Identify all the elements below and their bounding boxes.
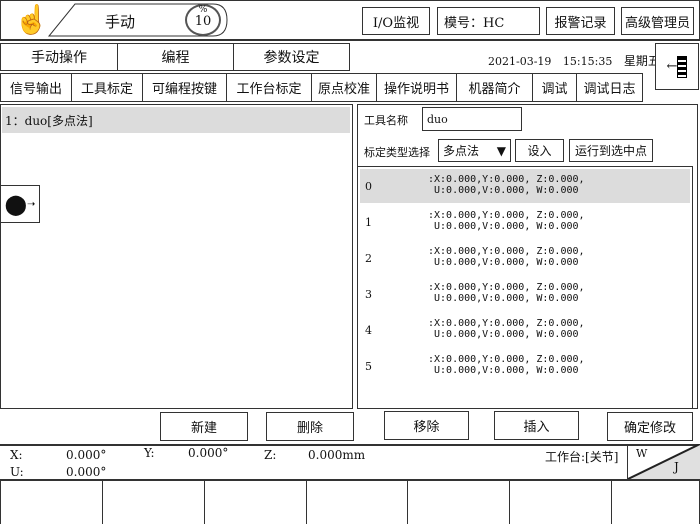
x-label: X: bbox=[10, 448, 23, 462]
coord-w: W bbox=[636, 447, 648, 460]
date: 2021-03-19 bbox=[488, 55, 552, 68]
hand-icon[interactable]: ☝ bbox=[14, 3, 49, 36]
keypad-icon bbox=[677, 55, 688, 78]
subtab-4[interactable]: 原点校准 bbox=[311, 73, 377, 102]
softkey-7[interactable] bbox=[612, 481, 700, 524]
user-button[interactable]: 高级管理员 bbox=[621, 7, 694, 35]
point-index: 2 bbox=[365, 252, 372, 265]
run-to-point-button[interactable]: 运行到选中点 bbox=[569, 139, 653, 162]
point-coords: :X:0.000,Y:0.000, Z:0.000, U:0.000,V:0.0… bbox=[428, 318, 585, 340]
point-row[interactable]: 3 :X:0.000,Y:0.000, Z:0.000, U:0.000,V:0.… bbox=[360, 277, 690, 311]
tab-params[interactable]: 参数设定 bbox=[233, 43, 350, 71]
coord-j: J bbox=[674, 460, 679, 474]
tool-name-input[interactable]: duo bbox=[422, 107, 522, 131]
softkey-3[interactable] bbox=[205, 481, 307, 524]
y-value: 0.000° bbox=[188, 446, 229, 460]
point-line2: U:0.000,V:0.000, W:0.000 bbox=[428, 221, 579, 232]
softkey-1[interactable] bbox=[0, 481, 103, 524]
z-label: Z: bbox=[264, 448, 277, 462]
u-value: 0.000° bbox=[66, 465, 107, 479]
point-coords: :X:0.000,Y:0.000, Z:0.000, U:0.000,V:0.0… bbox=[428, 210, 585, 232]
subtab-1[interactable]: 工具标定 bbox=[71, 73, 143, 102]
arrow-left-icon: ← bbox=[666, 59, 678, 74]
datetime: 2021-03-19 15:15:35 星期五 bbox=[488, 52, 660, 69]
point-coords: :X:0.000,Y:0.000, Z:0.000, U:0.000,V:0.0… bbox=[428, 354, 585, 376]
point-row[interactable]: 2 :X:0.000,Y:0.000, Z:0.000, U:0.000,V:0.… bbox=[360, 241, 690, 275]
subtab-7[interactable]: 调试 bbox=[532, 73, 577, 102]
subtab-6[interactable]: 机器简介 bbox=[456, 73, 533, 102]
point-index: 4 bbox=[365, 324, 372, 337]
point-line2: U:0.000,V:0.000, W:0.000 bbox=[428, 293, 579, 304]
time: 15:15:35 bbox=[562, 55, 613, 68]
location-pin-button[interactable]: ⬤ ➝ bbox=[0, 185, 40, 223]
tool-list-item-label: 1：duo[多点法] bbox=[5, 114, 93, 128]
point-coords: :X:0.000,Y:0.000, Z:0.000, U:0.000,V:0.0… bbox=[428, 174, 585, 196]
speed-gauge[interactable]: % 10 bbox=[185, 4, 221, 36]
confirm-button[interactable]: 确定修改 bbox=[607, 412, 693, 441]
softkey-5[interactable] bbox=[408, 481, 510, 524]
point-index: 1 bbox=[365, 216, 372, 229]
point-line1: :X:0.000,Y:0.000, Z:0.000, bbox=[428, 246, 585, 257]
tool-name-label: 工具名称 bbox=[364, 114, 408, 127]
point-line1: :X:0.000,Y:0.000, Z:0.000, bbox=[428, 354, 585, 365]
point-line2: U:0.000,V:0.000, W:0.000 bbox=[428, 329, 579, 340]
keyboard-toggle-button[interactable]: ← bbox=[655, 43, 699, 90]
softkey-2[interactable] bbox=[103, 481, 205, 524]
y-label: Y: bbox=[144, 446, 155, 460]
point-line1: :X:0.000,Y:0.000, Z:0.000, bbox=[428, 210, 585, 221]
point-list: 0 :X:0.000,Y:0.000, Z:0.000, U:0.000,V:0.… bbox=[357, 166, 693, 409]
delete-button[interactable]: 删除 bbox=[266, 412, 354, 441]
io-monitor-button[interactable]: I/O监视 bbox=[362, 7, 430, 35]
mode-label: 手动 bbox=[105, 13, 136, 31]
point-coords: :X:0.000,Y:0.000, Z:0.000, U:0.000,V:0.0… bbox=[428, 246, 585, 268]
alarm-log-button[interactable]: 报警记录 bbox=[546, 7, 615, 35]
tab-program[interactable]: 编程 bbox=[117, 43, 234, 71]
point-line1: :X:0.000,Y:0.000, Z:0.000, bbox=[428, 174, 585, 185]
softkey-6[interactable] bbox=[510, 481, 612, 524]
point-row[interactable]: 4 :X:0.000,Y:0.000, Z:0.000, U:0.000,V:0.… bbox=[360, 313, 690, 347]
type-select-value: 多点法 bbox=[443, 144, 480, 158]
point-index: 5 bbox=[365, 360, 372, 373]
subtab-5[interactable]: 操作说明书 bbox=[376, 73, 457, 102]
tab-manual[interactable]: 手动操作 bbox=[0, 43, 118, 71]
point-coords: :X:0.000,Y:0.000, Z:0.000, U:0.000,V:0.0… bbox=[428, 282, 585, 304]
speed-value: 10 bbox=[194, 14, 212, 29]
arrow-right-icon: ➝ bbox=[27, 198, 36, 210]
mode-indicator[interactable] bbox=[45, 3, 230, 37]
new-button[interactable]: 新建 bbox=[160, 412, 248, 441]
weekday: 星期五 bbox=[623, 54, 660, 68]
coord-toggle[interactable]: W J bbox=[627, 444, 700, 481]
set-button[interactable]: 设入 bbox=[515, 139, 564, 162]
subtab-8[interactable]: 调试日志 bbox=[576, 73, 643, 102]
point-row[interactable]: 5 :X:0.000,Y:0.000, Z:0.000, U:0.000,V:0.… bbox=[360, 349, 690, 383]
point-line2: U:0.000,V:0.000, W:0.000 bbox=[428, 257, 579, 268]
status-bar: X: 0.000° Y: 0.000° Z: 0.000mm U: 0.000°… bbox=[0, 444, 700, 481]
tool-list-item[interactable]: 1：duo[多点法] bbox=[2, 107, 350, 133]
dropdown-arrow-icon: ▼ bbox=[496, 143, 506, 158]
model-display[interactable]: 模号：HC bbox=[437, 7, 540, 35]
type-select[interactable]: 多点法 ▼ bbox=[438, 139, 511, 162]
type-label: 标定类型选择 bbox=[364, 146, 430, 159]
point-index: 0 bbox=[365, 180, 372, 193]
subtab-0[interactable]: 信号输出 bbox=[0, 73, 72, 102]
point-line2: U:0.000,V:0.000, W:0.000 bbox=[428, 365, 579, 376]
point-line1: :X:0.000,Y:0.000, Z:0.000, bbox=[428, 318, 585, 329]
x-value: 0.000° bbox=[66, 448, 107, 462]
subtab-3[interactable]: 工作台标定 bbox=[226, 73, 312, 102]
u-label: U: bbox=[10, 465, 24, 479]
point-line1: :X:0.000,Y:0.000, Z:0.000, bbox=[428, 282, 585, 293]
workbench-label: 工作台:[关节] bbox=[545, 450, 619, 464]
remove-button[interactable]: 移除 bbox=[384, 411, 469, 440]
subtab-2[interactable]: 可编程按键 bbox=[142, 73, 227, 102]
softkey-4[interactable] bbox=[307, 481, 408, 524]
point-row[interactable]: 0 :X:0.000,Y:0.000, Z:0.000, U:0.000,V:0.… bbox=[360, 169, 690, 203]
point-index: 3 bbox=[365, 288, 372, 301]
speed-unit: % bbox=[198, 5, 208, 15]
tool-list-panel bbox=[0, 104, 353, 409]
point-line2: U:0.000,V:0.000, W:0.000 bbox=[428, 185, 579, 196]
insert-button[interactable]: 插入 bbox=[494, 411, 579, 440]
coord-toggle-diagonal bbox=[628, 444, 700, 479]
point-row[interactable]: 1 :X:0.000,Y:0.000, Z:0.000, U:0.000,V:0.… bbox=[360, 205, 690, 239]
z-value: 0.000mm bbox=[308, 448, 366, 462]
